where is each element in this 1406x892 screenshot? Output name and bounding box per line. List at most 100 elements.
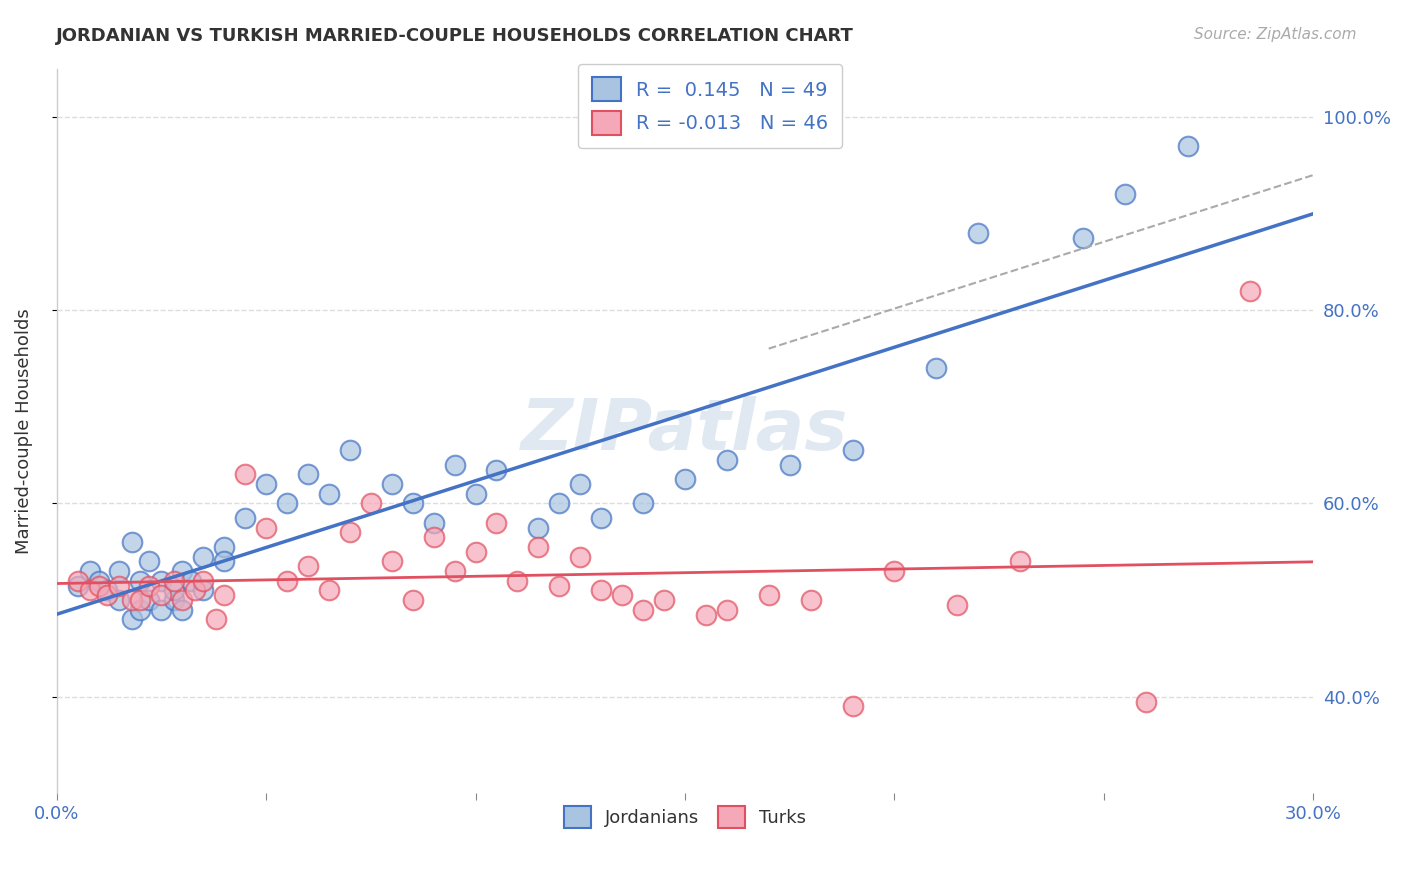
Point: [422, 530, 444, 544]
Point: [506, 574, 529, 588]
Point: [800, 593, 823, 607]
Point: [163, 593, 186, 607]
Point: [339, 443, 361, 458]
Point: [129, 574, 152, 588]
Point: [1010, 554, 1032, 568]
Point: [652, 593, 675, 607]
Point: [1239, 284, 1261, 298]
Point: [716, 453, 738, 467]
Point: [631, 603, 654, 617]
Point: [276, 496, 298, 510]
Point: [138, 593, 160, 607]
Point: [716, 603, 738, 617]
Point: [108, 564, 131, 578]
Point: [402, 496, 425, 510]
Point: [485, 516, 508, 530]
Point: [967, 226, 990, 240]
Point: [138, 554, 160, 568]
Text: ZIPatlas: ZIPatlas: [522, 396, 849, 466]
Point: [339, 525, 361, 540]
Point: [121, 535, 143, 549]
Point: [193, 549, 215, 564]
Point: [464, 545, 486, 559]
Point: [1114, 187, 1136, 202]
Point: [129, 593, 152, 607]
Point: [422, 516, 444, 530]
Point: [254, 477, 277, 491]
Point: [233, 467, 256, 482]
Point: [276, 574, 298, 588]
Point: [1177, 138, 1199, 153]
Point: [87, 578, 110, 592]
Point: [318, 487, 340, 501]
Point: [172, 593, 194, 607]
Point: [779, 458, 801, 472]
Point: [184, 583, 207, 598]
Point: [138, 578, 160, 592]
Point: [297, 559, 319, 574]
Point: [381, 477, 404, 491]
Point: [204, 612, 226, 626]
Point: [485, 462, 508, 476]
Point: [172, 603, 194, 617]
Point: [79, 564, 101, 578]
Point: [360, 496, 382, 510]
Point: [381, 554, 404, 568]
Point: [193, 574, 215, 588]
Point: [212, 588, 235, 602]
Point: [150, 588, 173, 602]
Point: [108, 593, 131, 607]
Point: [121, 612, 143, 626]
Point: [591, 583, 613, 598]
Point: [548, 578, 571, 592]
Point: [87, 574, 110, 588]
Point: [172, 564, 194, 578]
Point: [925, 361, 948, 376]
Point: [464, 487, 486, 501]
Point: [297, 467, 319, 482]
Text: Source: ZipAtlas.com: Source: ZipAtlas.com: [1194, 27, 1357, 42]
Point: [883, 564, 905, 578]
Point: [66, 574, 89, 588]
Point: [758, 588, 780, 602]
Point: [129, 603, 152, 617]
Point: [233, 511, 256, 525]
Point: [443, 564, 465, 578]
Point: [163, 583, 186, 598]
Point: [591, 511, 613, 525]
Point: [673, 472, 696, 486]
Point: [180, 574, 202, 588]
Point: [1071, 230, 1094, 244]
Point: [527, 520, 550, 534]
Point: [254, 520, 277, 534]
Point: [150, 574, 173, 588]
Point: [946, 598, 969, 612]
Y-axis label: Married-couple Households: Married-couple Households: [15, 308, 32, 554]
Point: [841, 699, 863, 714]
Point: [1135, 694, 1157, 708]
Point: [212, 554, 235, 568]
Point: [96, 583, 118, 598]
Point: [631, 496, 654, 510]
Point: [150, 603, 173, 617]
Point: [212, 540, 235, 554]
Point: [841, 443, 863, 458]
Legend: Jordanians, Turks: Jordanians, Turks: [557, 798, 813, 835]
Point: [569, 477, 592, 491]
Point: [66, 578, 89, 592]
Point: [610, 588, 633, 602]
Point: [569, 549, 592, 564]
Point: [548, 496, 571, 510]
Point: [163, 574, 186, 588]
Text: JORDANIAN VS TURKISH MARRIED-COUPLE HOUSEHOLDS CORRELATION CHART: JORDANIAN VS TURKISH MARRIED-COUPLE HOUS…: [56, 27, 853, 45]
Point: [318, 583, 340, 598]
Point: [108, 578, 131, 592]
Point: [443, 458, 465, 472]
Point: [79, 583, 101, 598]
Point: [527, 540, 550, 554]
Point: [96, 588, 118, 602]
Point: [695, 607, 717, 622]
Point: [402, 593, 425, 607]
Point: [121, 593, 143, 607]
Point: [193, 583, 215, 598]
